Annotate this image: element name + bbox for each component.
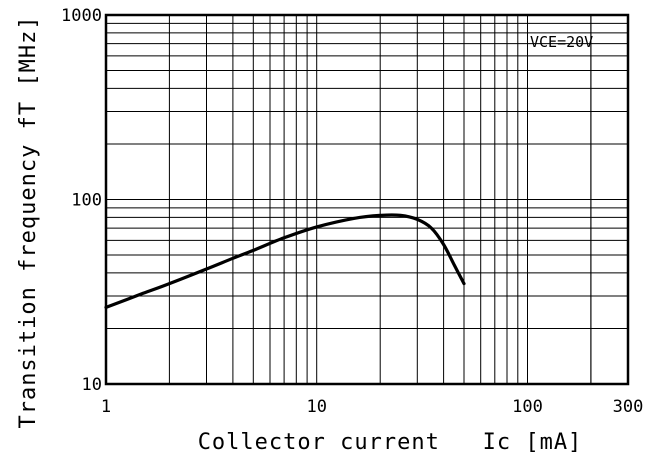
y-axis-title: Transition frequency fT [MHz] <box>16 15 41 428</box>
x-tick-label: 300 <box>613 397 644 417</box>
y-tick-label: 100 <box>71 191 102 211</box>
x-tick-label: 100 <box>512 397 543 417</box>
vce-annotation: VCE=20V <box>530 33 593 51</box>
x-tick-label: 10 <box>306 397 326 417</box>
x-axis-title: Collector current Ic [mA] <box>198 430 583 455</box>
y-tick-label: 1000 <box>61 6 102 26</box>
fT-curve <box>104 213 466 309</box>
y-tick-label: 10 <box>82 375 102 395</box>
x-tick-label: 1 <box>101 397 111 417</box>
grid <box>105 14 629 385</box>
plot-frame <box>104 13 630 386</box>
